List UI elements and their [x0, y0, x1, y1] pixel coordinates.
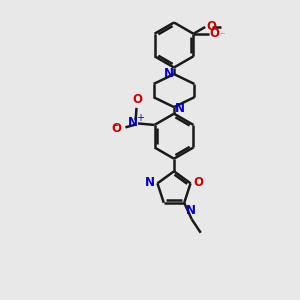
Text: +: + [136, 113, 144, 123]
Text: N: N [164, 67, 174, 80]
Text: O: O [193, 176, 203, 189]
Text: N: N [186, 204, 196, 217]
Text: -: - [113, 119, 118, 132]
Text: O: O [206, 20, 216, 33]
Text: O: O [132, 93, 142, 106]
Text: O: O [112, 122, 122, 135]
Text: O: O [210, 27, 220, 40]
Text: N: N [145, 176, 155, 189]
Text: N: N [128, 116, 137, 129]
Text: N: N [174, 101, 184, 115]
Text: methyl: methyl [220, 32, 225, 34]
